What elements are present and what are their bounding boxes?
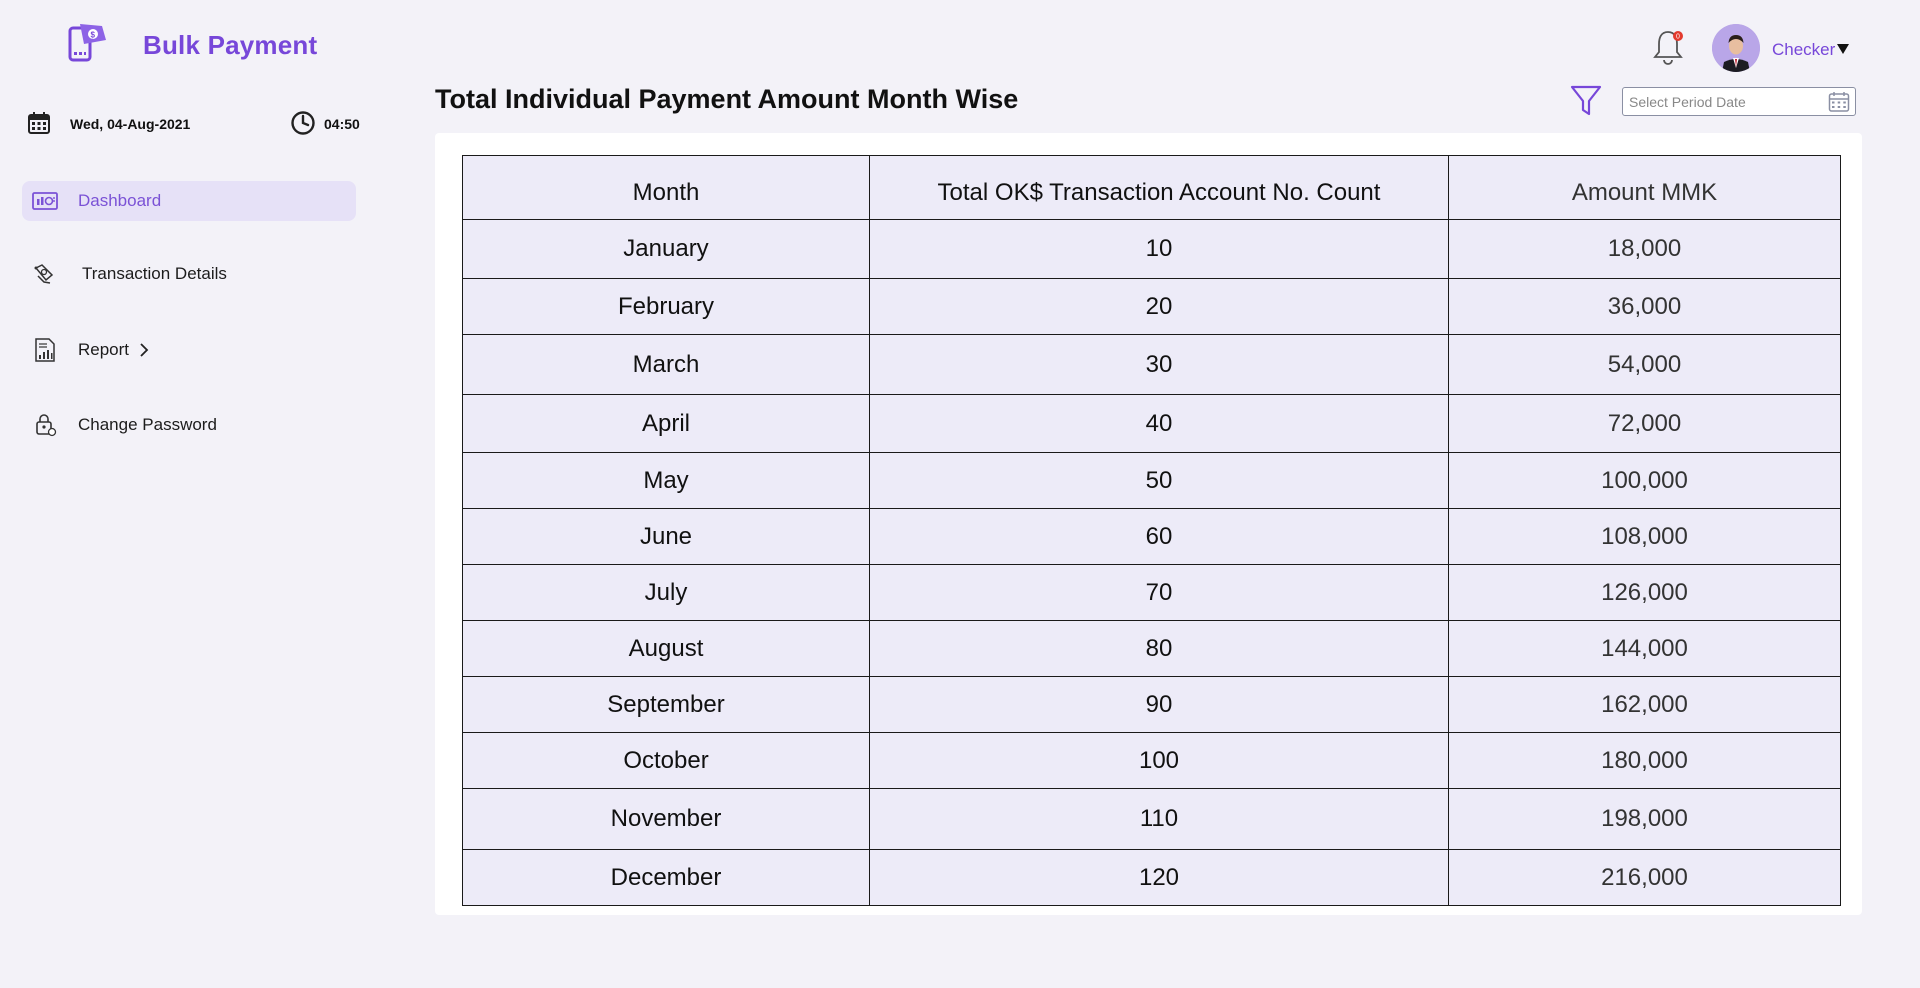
sidebar-item-label: Transaction Details <box>82 264 227 283</box>
column-header-amount: Amount MMK <box>1448 155 1841 220</box>
count-cell: 50 <box>869 452 1449 509</box>
table-row: January 10 18,000 <box>462 219 1841 279</box>
amount-cell: 18,000 <box>1448 219 1841 279</box>
table-row: June 60 108,000 <box>462 508 1841 565</box>
amount-cell: 72,000 <box>1448 394 1841 453</box>
user-avatar-icon <box>1712 24 1760 72</box>
month-cell: September <box>462 676 870 733</box>
calendar-picker-icon[interactable] <box>1828 91 1850 113</box>
month-cell: May <box>462 452 870 509</box>
user-name[interactable]: Checker <box>1772 40 1836 59</box>
count-cell: 30 <box>869 334 1449 395</box>
clock-icon <box>291 111 315 135</box>
month-cell: April <box>462 394 870 453</box>
table-row: October 100 180,000 <box>462 732 1841 789</box>
current-date: Wed, 04-Aug-2021 <box>70 116 191 132</box>
count-cell: 70 <box>869 564 1449 621</box>
count-cell: 110 <box>869 788 1449 850</box>
month-cell: August <box>462 620 870 677</box>
period-date-field[interactable] <box>1622 87 1856 116</box>
month-cell: March <box>462 334 870 395</box>
month-cell: July <box>462 564 870 621</box>
amount-cell: 100,000 <box>1448 452 1841 509</box>
avatar[interactable] <box>1712 24 1760 72</box>
count-cell: 10 <box>869 219 1449 279</box>
table-row: March 30 54,000 <box>462 334 1841 395</box>
payment-phone-icon: $ <box>68 24 106 62</box>
lock-icon <box>36 414 57 437</box>
calendar-icon <box>28 112 50 134</box>
column-header-month: Month <box>462 155 870 220</box>
table-row: July 70 126,000 <box>462 564 1841 621</box>
page-title: Total Individual Payment Amount Month Wi… <box>435 84 1019 114</box>
amount-cell: 180,000 <box>1448 732 1841 789</box>
month-cell: November <box>462 788 870 850</box>
table-row: February 20 36,000 <box>462 278 1841 335</box>
count-cell: 60 <box>869 508 1449 565</box>
month-cell: December <box>462 849 870 906</box>
table-row: August 80 144,000 <box>462 620 1841 677</box>
amount-cell: 126,000 <box>1448 564 1841 621</box>
sidebar-item-transaction-details[interactable]: Transaction Details <box>22 254 356 294</box>
sidebar-item-dashboard[interactable]: Dashboard <box>22 181 356 221</box>
app-title: Bulk Payment <box>143 30 318 60</box>
app-logo: $ <box>66 22 108 64</box>
count-cell: 80 <box>869 620 1449 677</box>
table-row: November 110 198,000 <box>462 788 1841 850</box>
amount-cell: 108,000 <box>1448 508 1841 565</box>
caret-down-icon[interactable] <box>1836 43 1850 55</box>
sidebar-item-label: Report <box>78 340 130 359</box>
filter-icon[interactable] <box>1570 84 1602 118</box>
current-time: 04:50 <box>324 116 360 132</box>
month-cell: February <box>462 278 870 335</box>
amount-cell: 36,000 <box>1448 278 1841 335</box>
notification-count: 0 <box>1676 34 1680 41</box>
chevron-right-icon <box>140 343 149 357</box>
sidebar-item-label: Change Password <box>78 415 217 434</box>
date-time-bar: Wed, 04-Aug-2021 04:50 <box>28 110 368 138</box>
table-card: Month Total OK$ Transaction Account No. … <box>435 133 1862 915</box>
table-row: May 50 100,000 <box>462 452 1841 509</box>
month-cell: January <box>462 219 870 279</box>
table-row: December 120 216,000 <box>462 849 1841 906</box>
column-header-count: Total OK$ Transaction Account No. Count <box>869 155 1449 220</box>
period-date-input[interactable] <box>1629 92 1819 111</box>
sidebar-item-label: Dashboard <box>78 191 162 210</box>
count-cell: 120 <box>869 849 1449 906</box>
monthly-payment-table: Month Total OK$ Transaction Account No. … <box>462 155 1841 906</box>
month-cell: October <box>462 732 870 789</box>
svg-text:$: $ <box>91 31 96 40</box>
amount-cell: 162,000 <box>1448 676 1841 733</box>
amount-cell: 144,000 <box>1448 620 1841 677</box>
table-row: April 40 72,000 <box>462 394 1841 453</box>
sidebar-item-report[interactable]: Report <box>22 330 356 370</box>
count-cell: 90 <box>869 676 1449 733</box>
transaction-icon <box>34 264 54 284</box>
dashboard-icon <box>32 192 58 210</box>
amount-cell: 216,000 <box>1448 849 1841 906</box>
report-icon <box>35 338 55 362</box>
table-header-row: Month Total OK$ Transaction Account No. … <box>462 155 1841 220</box>
count-cell: 100 <box>869 732 1449 789</box>
sidebar-item-change-password[interactable]: Change Password <box>22 405 356 445</box>
count-cell: 40 <box>869 394 1449 453</box>
table-row: September 90 162,000 <box>462 676 1841 733</box>
count-cell: 20 <box>869 278 1449 335</box>
notification-bell-icon[interactable]: 0 <box>1650 28 1686 66</box>
month-cell: June <box>462 508 870 565</box>
amount-cell: 54,000 <box>1448 334 1841 395</box>
amount-cell: 198,000 <box>1448 788 1841 850</box>
